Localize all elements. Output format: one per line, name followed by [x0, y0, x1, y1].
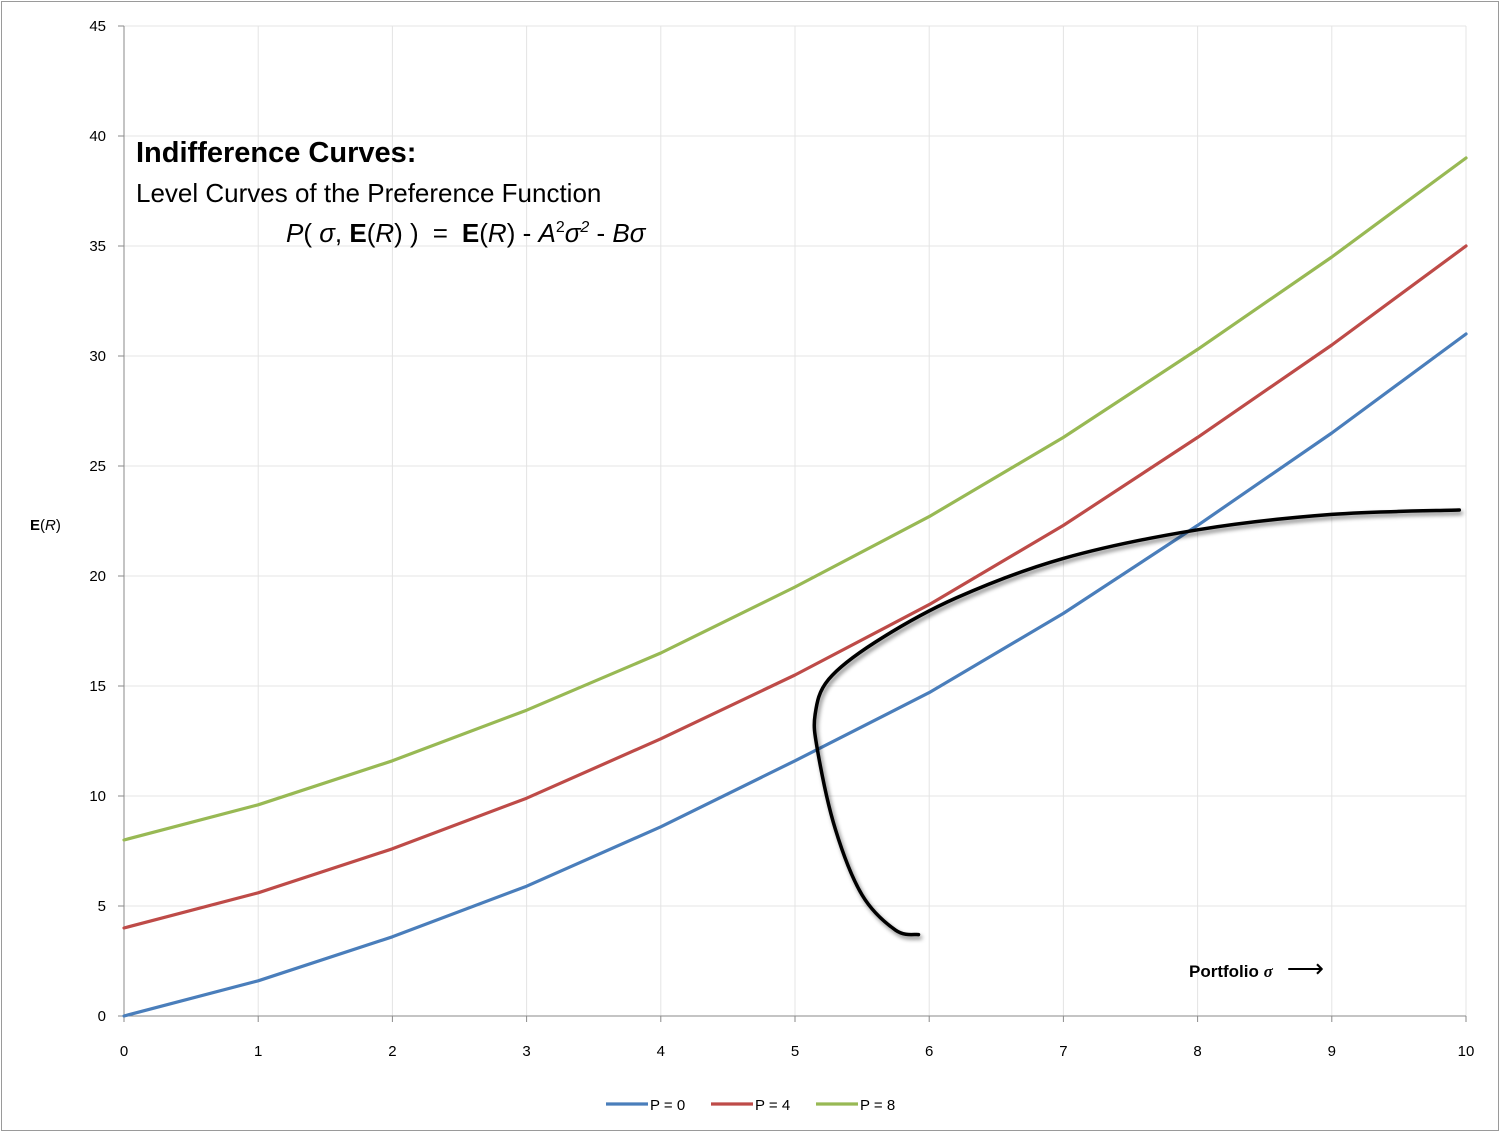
y-tick-label: 15: [89, 678, 106, 695]
x-tick-label: 2: [388, 1043, 396, 1060]
legend-label-p1: P = 4: [755, 1097, 790, 1114]
series-layer: [122, 156, 1468, 1018]
x-tick-label: 10: [1458, 1043, 1475, 1060]
legend: P = 0 P = 4 P = 8: [606, 1097, 895, 1114]
legend-label-p0: P = 0: [650, 1097, 685, 1114]
y-axis-label: E(R): [30, 517, 61, 534]
chart-subtitle: Level Curves of the Preference Function: [136, 178, 601, 208]
legend-label-p2: P = 8: [860, 1097, 895, 1114]
x-tick-label: 5: [791, 1043, 799, 1060]
x-tick-label: 8: [1193, 1043, 1201, 1060]
x-tick-label: 1: [254, 1043, 262, 1060]
series-line-p1: [122, 244, 1468, 930]
frontier-curve: [812, 508, 1462, 937]
series-line-p2: [122, 156, 1468, 842]
y-tick-label: 10: [89, 788, 106, 805]
chart-title: Indifference Curves:: [136, 137, 416, 169]
frontier-layer: [812, 508, 1462, 937]
y-tick-label: 30: [89, 348, 106, 365]
y-tick-label: 45: [89, 18, 106, 35]
y-tick-label: 25: [89, 458, 106, 475]
x-tick-label: 9: [1328, 1043, 1336, 1060]
x-tick-label: 7: [1059, 1043, 1067, 1060]
y-tick-label: 0: [98, 1008, 106, 1025]
chart-title-block: Indifference Curves: Level Curves of the…: [136, 137, 647, 248]
y-tick-label: 20: [89, 568, 106, 585]
series-line-p0: [122, 332, 1468, 1018]
grid-layer: [124, 25, 1467, 1016]
x-tick-label: 4: [657, 1043, 665, 1060]
y-tick-label: 5: [98, 898, 106, 915]
x-tick-label: 6: [925, 1043, 933, 1060]
y-tick-label: 35: [89, 238, 106, 255]
x-tick-label: 0: [120, 1043, 128, 1060]
x-tick-label: 3: [522, 1043, 530, 1060]
preference-formula: P( σ, E(R) ) = E(R) - A2σ2 - Bσ: [286, 218, 647, 248]
portfolio-sigma-annotation: Portfolio σ ⟶: [1189, 953, 1324, 983]
y-tick-label: 40: [89, 128, 106, 145]
